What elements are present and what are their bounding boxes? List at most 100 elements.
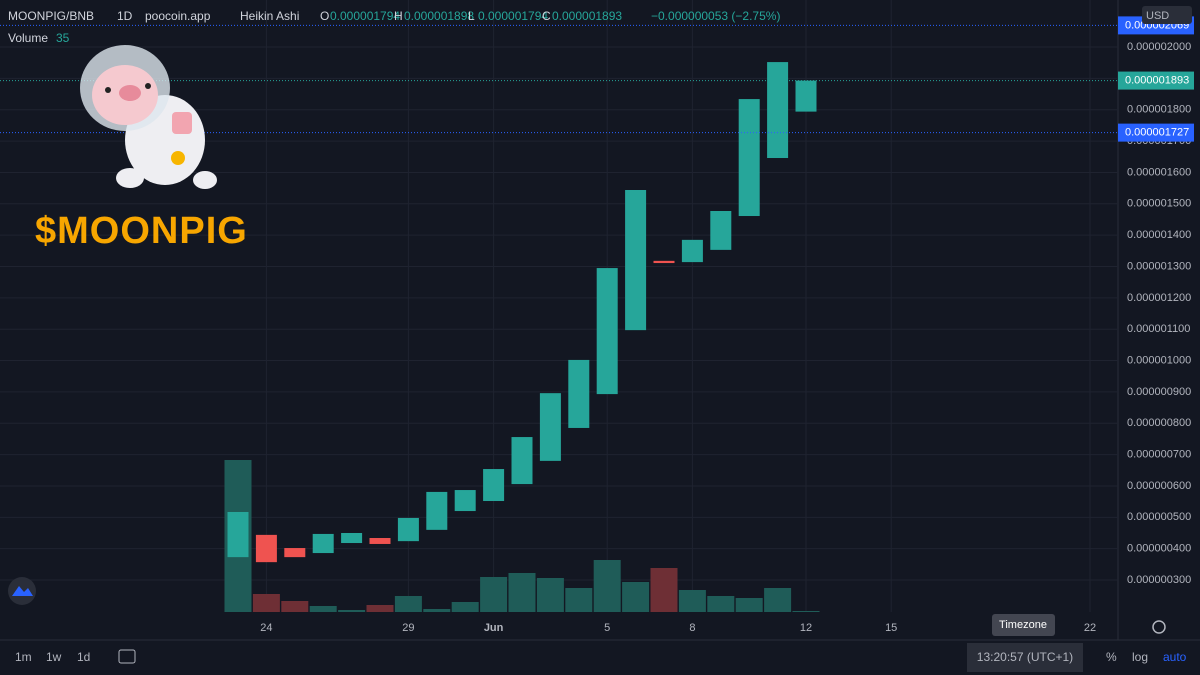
volume-bar [281,601,309,612]
y-tick-label: 0.000001600 [1127,166,1191,178]
y-tick-label: 0.000001800 [1127,104,1191,116]
x-tick-label: 8 [689,622,695,634]
interval-button[interactable]: 1m [15,650,32,664]
candle [454,490,476,512]
interval-button[interactable]: 1d [77,650,90,664]
y-tick-label: 0.000002000 [1127,41,1191,53]
volume-bar [480,577,508,612]
candle [568,359,590,428]
y-tick-label: 0.000001200 [1127,292,1191,304]
volume-bar [707,596,735,612]
candle [426,491,448,530]
candle [681,239,703,263]
mascot [80,45,217,189]
volume-bar [593,560,621,612]
volume-length: 35 [56,31,70,45]
currency[interactable]: USD [1146,10,1169,22]
candle [483,469,505,502]
source: poocoin.app [145,9,211,23]
x-tick-label: 12 [800,622,812,634]
axis-option[interactable]: auto [1163,650,1187,664]
volume-bar [309,606,337,612]
volume-bar [508,573,536,612]
ohlc-key: L [468,9,475,23]
interval: 1D [117,9,133,23]
candle [369,538,391,544]
tooltip-box [992,614,1055,636]
x-tick-label: Jun [484,622,504,634]
x-tick-label: 24 [260,622,272,634]
y-tick-label: 0.000001000 [1127,354,1191,366]
price-label: 0.000001727 [1125,127,1189,139]
date-range-icon[interactable] [118,649,136,664]
candle [312,533,334,554]
candle [255,534,277,563]
y-tick-label: 0.000000600 [1127,480,1191,492]
x-tick-label: 29 [402,622,414,634]
volume-bar [735,598,763,612]
tooltip: Timezone [999,619,1047,631]
volume-bar [650,568,678,612]
axis-option[interactable]: % [1106,650,1117,664]
interval-button[interactable]: 1w [46,650,62,664]
volume-bar [792,611,820,612]
candle [397,517,419,542]
candle [596,268,618,395]
price-label-box [1118,71,1194,90]
ohlc-key: C [542,9,551,23]
candle [227,511,249,558]
price-label-box [1118,123,1194,142]
volume-title: Volume [8,31,48,45]
x-tick-label: 5 [604,622,610,634]
volume-bar [394,596,422,612]
candle [625,189,647,331]
y-tick-label: 0.000000700 [1127,449,1191,461]
volume-bar [565,588,593,612]
y-tick-label: 0.000000500 [1127,511,1191,523]
candle [738,99,760,217]
x-tick-label: 22 [1084,622,1096,634]
volume-bar [536,578,564,612]
volume-bar [366,605,394,612]
volume-bar [678,590,706,612]
volume-bar [622,582,650,612]
volume-bar [451,602,479,612]
ohlc-value: 0.000001898 [404,9,474,23]
time-box[interactable] [967,643,1083,672]
candle [284,548,306,558]
y-tick-label: 0.000000400 [1127,543,1191,555]
candle [795,80,817,112]
change: −0.000000053 (−2.75%) [651,9,780,23]
symbol: MOONPIG/BNB [8,9,94,23]
y-tick-label: 0.000001300 [1127,260,1191,272]
ohlc-value: 0.000001794 [330,9,400,23]
y-tick-label: 0.000001400 [1127,229,1191,241]
time[interactable]: 13:20:57 (UTC+1) [977,650,1073,664]
candle [341,532,363,544]
volume-bar [338,610,366,612]
candle [539,393,561,461]
volume-bar [252,594,280,612]
y-tick-label: 0.000001100 [1127,323,1190,335]
axis-option[interactable]: log [1132,650,1148,664]
y-tick-label: 0.000000800 [1127,417,1191,429]
y-tick-label: 0.000001500 [1127,198,1191,210]
chart-style: Heikin Ashi [240,9,299,23]
currency-button[interactable] [1142,6,1192,24]
candle [511,437,533,485]
price-label: 0.000001893 [1125,74,1189,86]
settings-icon[interactable] [1152,620,1166,634]
tv-logo-icon [12,586,33,596]
x-tick-label: 15 [885,622,897,634]
y-tick-label: 0.000000300 [1127,574,1191,586]
ohlc-value: 0.000001794 [478,9,548,23]
ohlc-value: 0.000001893 [552,9,622,23]
ohlc-key: O [320,9,329,23]
candle [767,62,789,159]
ohlc-key: H [394,9,403,23]
volume-bar [423,609,451,612]
candle [653,260,675,264]
logo-text: $MOONPIG [35,210,248,252]
volume-bar [764,588,792,612]
